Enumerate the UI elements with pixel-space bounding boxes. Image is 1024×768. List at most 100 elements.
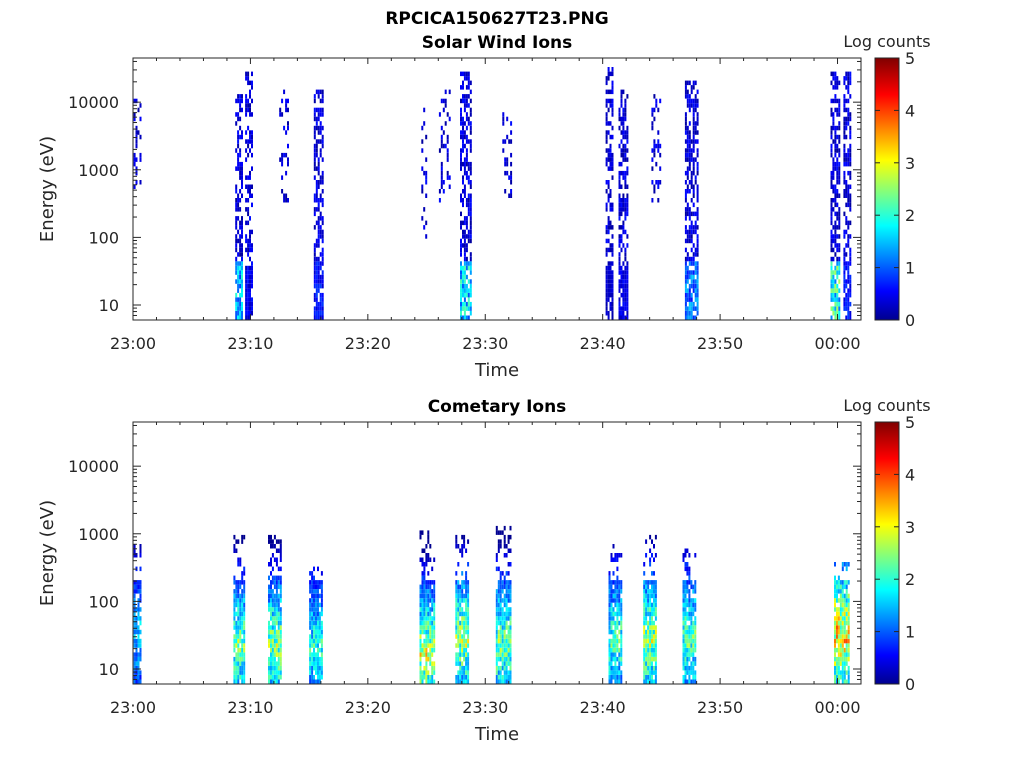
spectrogram-cell: [241, 643, 244, 648]
spectrogram-cell: [607, 130, 610, 135]
spectrogram-cell: [457, 625, 460, 630]
spectrogram-cell: [645, 638, 648, 644]
spectrogram-cell: [610, 553, 613, 558]
spectrogram-cell: [421, 616, 424, 621]
spectrogram-cell: [838, 125, 841, 131]
colorbar-tick-label: 5: [905, 49, 915, 68]
spectrogram-cell: [497, 665, 500, 671]
spectrogram-cell: [497, 589, 500, 594]
spectrogram-cell: [455, 611, 458, 617]
spectrogram-cell: [241, 292, 243, 298]
spectrogram-cell: [467, 670, 470, 675]
spectrogram-cell: [618, 116, 621, 122]
spectrogram-cell: [461, 625, 464, 630]
spectrogram-cell: [460, 311, 462, 316]
spectrogram-cell: [845, 283, 848, 289]
spectrogram-cell: [317, 301, 320, 307]
spectrogram-cell: [682, 589, 685, 594]
spectrogram-cell: [696, 148, 699, 153]
spectrogram-cell: [657, 130, 660, 135]
spectrogram-cell: [275, 562, 278, 567]
spectrogram-cell: [421, 580, 424, 585]
spectrogram-cell: [467, 675, 470, 680]
spectrogram-cell: [499, 602, 502, 608]
spectrogram-cell: [682, 634, 685, 639]
spectrogram-cell: [694, 261, 697, 266]
spectrogram-cell: [618, 198, 621, 203]
spectrogram-cell: [616, 670, 619, 675]
spectrogram-cell: [649, 661, 652, 666]
spectrogram-cell: [684, 189, 687, 194]
spectrogram-cell: [651, 107, 654, 113]
spectrogram-cell: [611, 297, 614, 302]
spectrogram-cell: [620, 234, 623, 239]
spectrogram-cell: [643, 571, 646, 576]
spectrogram-cell: [696, 283, 699, 289]
spectrogram-cell: [503, 670, 506, 675]
spectrogram-cell: [506, 134, 509, 140]
spectrogram-cell: [235, 198, 238, 203]
spectrogram-cell: [837, 670, 840, 675]
spectrogram-cell: [463, 652, 466, 657]
spectrogram-cell: [251, 247, 253, 253]
spectrogram-cell: [618, 225, 621, 230]
spectrogram-cell: [247, 315, 250, 320]
spectrogram-cell: [133, 116, 136, 122]
spectrogram-cell: [467, 643, 470, 648]
spectrogram-cell: [501, 571, 504, 576]
spectrogram-cell: [251, 98, 253, 104]
panel-title: Cometary Ions: [428, 397, 567, 417]
spectrogram-cell: [843, 288, 846, 293]
spectrogram-cell: [233, 575, 236, 581]
spectrogram-cell: [849, 170, 852, 176]
spectrogram-cell: [133, 675, 136, 680]
spectrogram-cell: [235, 665, 238, 671]
spectrogram-cell: [275, 589, 278, 594]
spectrogram-cell: [626, 198, 629, 203]
spectrogram-cell: [847, 107, 850, 113]
spectrogram-cell: [694, 103, 697, 108]
spectrogram-cell: [465, 301, 468, 307]
spectrogram-cell: [277, 580, 280, 585]
spectrogram-cell: [834, 675, 836, 680]
spectrogram-cell: [459, 625, 462, 630]
spectrogram-cell: [834, 647, 836, 653]
spectrogram-cell: [682, 557, 685, 562]
spectrogram-cell: [247, 189, 250, 194]
spectrogram-cell: [503, 679, 506, 684]
spectrogram-cell: [843, 647, 846, 653]
spectrogram-cell: [318, 634, 321, 639]
spectrogram-cell: [317, 261, 320, 266]
spectrogram-cell: [499, 598, 502, 603]
spectrogram-cell: [241, 593, 244, 599]
spectrogram-cell: [495, 647, 498, 653]
spectrogram-cell: [321, 94, 324, 99]
spectrogram-cell: [622, 279, 625, 284]
spectrogram-cell: [608, 620, 611, 626]
spectrogram-cell: [461, 593, 464, 599]
spectrogram-cell: [849, 207, 852, 212]
spectrogram-cell: [832, 76, 835, 81]
spectrogram-cell: [245, 315, 248, 320]
spectrogram-cell: [137, 638, 140, 644]
spectrogram-cell: [624, 247, 627, 253]
spectrogram-cell: [612, 656, 615, 662]
spectrogram-cell: [509, 652, 512, 657]
spectrogram-cell: [847, 279, 850, 284]
spectrogram-cell: [503, 593, 506, 599]
spectrogram-cell: [608, 665, 611, 671]
spectrogram-cell: [237, 297, 240, 302]
spectrogram-cell: [268, 589, 270, 594]
y-tick-label: 10: [99, 296, 119, 315]
spectrogram-cell: [654, 611, 657, 617]
spectrogram-cell: [467, 638, 470, 644]
spectrogram-cell: [847, 80, 850, 86]
spectrogram-cell: [612, 557, 615, 562]
spectrogram-cell: [469, 184, 472, 189]
spectrogram-cell: [247, 184, 250, 189]
spectrogram-cell: [275, 620, 278, 626]
spectrogram-cell: [321, 238, 324, 244]
spectrogram-cell: [847, 562, 850, 567]
spectrogram-cell: [251, 301, 253, 307]
spectrogram-cell: [838, 180, 841, 185]
